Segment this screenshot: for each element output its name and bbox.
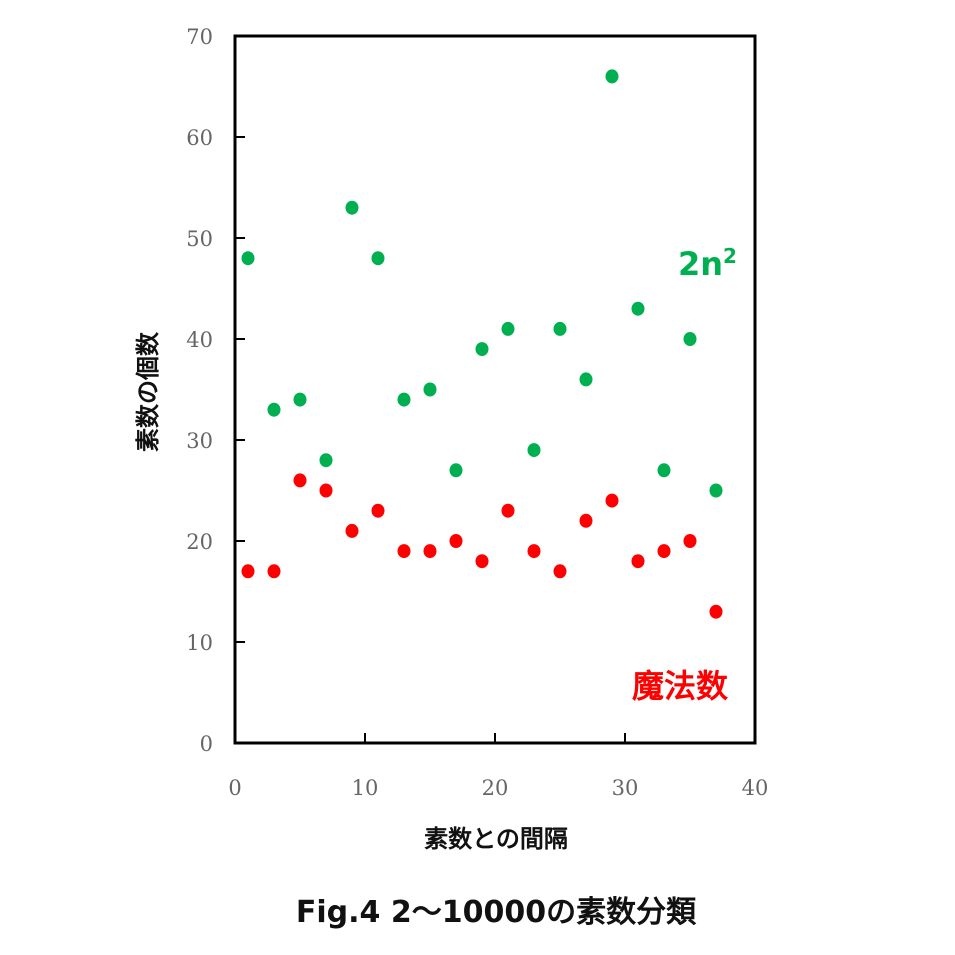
data-point-magic-number xyxy=(449,534,463,548)
data-point-2n2 xyxy=(397,392,411,407)
data-point-magic-number xyxy=(657,544,671,559)
y-tick-label: 20 xyxy=(186,530,213,554)
data-point-2n2 xyxy=(527,443,541,458)
data-point-magic-number xyxy=(293,473,307,488)
data-point-magic-number xyxy=(501,503,515,518)
data-point-magic-number xyxy=(683,534,697,548)
y-axis-title: 素数の個数 xyxy=(134,331,162,452)
data-point-2n2 xyxy=(475,342,489,357)
y-tick-label: 10 xyxy=(186,631,213,655)
data-point-2n2 xyxy=(319,453,333,468)
x-tick-label: 20 xyxy=(482,776,509,800)
y-tick-label: 40 xyxy=(186,328,213,352)
data-point-magic-number xyxy=(423,544,437,559)
data-point-magic-number xyxy=(605,493,619,508)
x-axis-title: 素数との間隔 xyxy=(424,825,568,853)
data-point-magic-number xyxy=(345,523,359,538)
x-tick-label: 10 xyxy=(352,776,379,800)
data-point-2n2 xyxy=(449,463,463,478)
y-axis-ticks: 0 10 20 30 40 50 60 70 xyxy=(186,25,245,756)
data-point-magic-number xyxy=(267,564,281,579)
data-point-2n2 xyxy=(605,69,619,84)
y-tick-label: 0 xyxy=(200,732,213,756)
y-tick-label: 30 xyxy=(186,429,213,453)
x-tick-label: 0 xyxy=(228,776,241,800)
series-label-2n2-superscript: 2 xyxy=(723,244,737,268)
series-label-magic-number: 魔法数 xyxy=(632,667,729,705)
data-point-magic-number xyxy=(241,564,255,579)
data-point-2n2 xyxy=(345,200,359,215)
y-tick-label: 50 xyxy=(186,227,213,251)
data-point-magic-number xyxy=(527,544,541,559)
data-point-2n2 xyxy=(553,321,567,336)
data-point-magic-number xyxy=(709,604,723,619)
data-point-2n2 xyxy=(501,321,515,336)
data-point-2n2 xyxy=(423,382,437,397)
data-point-magic-number xyxy=(371,503,385,518)
data-point-magic-number xyxy=(579,513,593,528)
data-point-2n2 xyxy=(657,463,671,478)
data-point-2n2 xyxy=(683,332,697,346)
data-point-2n2 xyxy=(241,251,255,266)
series-label-2n2-base: 2n xyxy=(678,245,723,283)
series-label-2n2: 2n2 xyxy=(678,244,737,283)
data-point-2n2 xyxy=(293,392,307,407)
figure-caption: Fig.4 2～10000の素数分類 xyxy=(296,895,697,930)
data-point-magic-number xyxy=(553,564,567,579)
data-point-2n2 xyxy=(709,483,723,498)
data-point-magic-number xyxy=(319,483,333,498)
data-point-2n2 xyxy=(371,251,385,266)
data-point-2n2 xyxy=(579,372,593,387)
y-tick-label: 70 xyxy=(186,25,213,49)
y-tick-label: 60 xyxy=(186,126,213,150)
data-point-magic-number xyxy=(397,544,411,559)
plot-frame xyxy=(233,34,757,745)
x-axis-ticks: 0 10 20 30 40 xyxy=(228,733,768,800)
data-points xyxy=(241,69,723,619)
data-point-magic-number xyxy=(631,554,645,569)
data-point-2n2 xyxy=(267,402,281,417)
data-point-magic-number xyxy=(475,554,489,569)
x-tick-label: 40 xyxy=(742,776,769,800)
data-point-2n2 xyxy=(631,301,645,316)
x-tick-label: 30 xyxy=(612,776,639,800)
